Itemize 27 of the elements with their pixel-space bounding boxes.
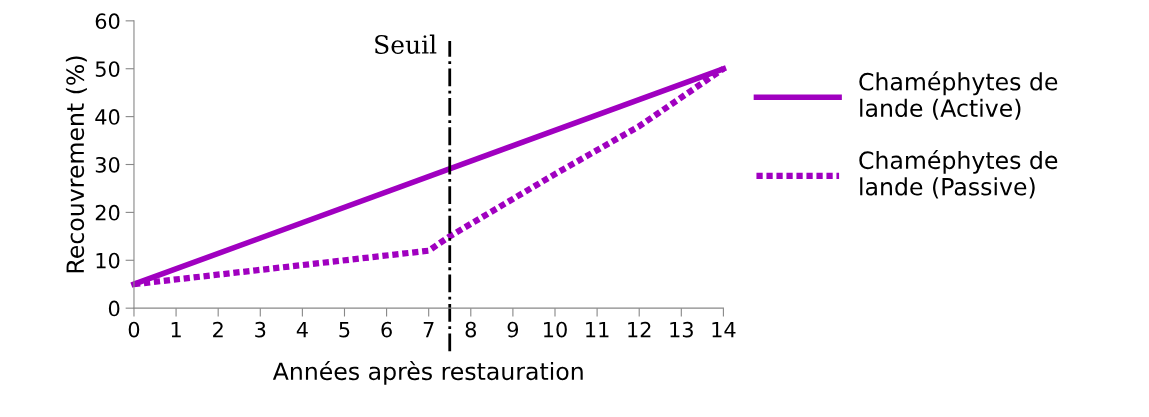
x-tick-label: 5 xyxy=(339,322,350,338)
x-tick-label: 7 xyxy=(423,322,434,338)
x-tick-label: 11 xyxy=(586,322,609,338)
legend-label: Chaméphytes de lande (Passive) xyxy=(859,149,1058,199)
y-tick-label: 10 xyxy=(96,252,120,269)
x-tick-label: 3 xyxy=(255,321,266,338)
x-tick-label: 6 xyxy=(381,321,392,338)
ref-line-label: Seuil xyxy=(375,34,437,54)
y-tick-label: 20 xyxy=(95,204,120,221)
x-tick-label: 0 xyxy=(128,321,140,338)
x-axis-title: Années après restauration xyxy=(272,360,583,385)
x-tick-label: 4 xyxy=(296,322,308,338)
x-tick-label: 14 xyxy=(712,322,736,338)
y-tick-label: 40 xyxy=(95,109,120,125)
y-tick-label: 60 xyxy=(95,13,120,30)
legend-label: Chaméphytes de lande (Active) xyxy=(859,71,1058,120)
y-tick-label: 50 xyxy=(95,61,120,77)
y-axis-title: Recouvrement (%) xyxy=(65,56,87,273)
x-tick-label: 13 xyxy=(670,321,693,338)
x-tick-label: 1 xyxy=(171,322,181,338)
x-tick-label: 8 xyxy=(465,321,476,338)
x-tick-label: 2 xyxy=(213,321,223,338)
x-tick-label: 10 xyxy=(544,321,567,338)
y-tick-label: 30 xyxy=(95,156,120,173)
x-tick-label: 9 xyxy=(507,321,519,338)
x-tick-label: 12 xyxy=(628,321,651,338)
y-tick-label: 0 xyxy=(108,300,120,317)
